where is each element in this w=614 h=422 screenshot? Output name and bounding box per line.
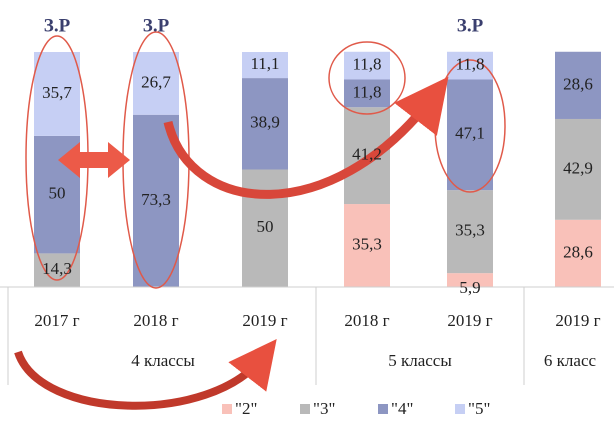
data-label: 26,7 — [141, 72, 171, 91]
bar-segment — [555, 51, 601, 119]
bar-segment — [344, 204, 390, 287]
legend-swatch — [222, 404, 232, 414]
legend-swatch — [300, 404, 310, 414]
plot — [34, 51, 601, 288]
bar-segment — [447, 273, 493, 287]
data-label: 28,6 — [563, 74, 593, 93]
curved-arrow — [14, 339, 277, 410]
annotation: З.Р — [44, 15, 71, 36]
group-label: 5 классы — [388, 351, 452, 370]
group-label: 4 классы — [131, 351, 195, 370]
data-label: 11,8 — [352, 55, 381, 74]
legend-swatch — [378, 404, 388, 414]
bar-segment — [555, 118, 601, 220]
bar-segment — [344, 51, 390, 80]
legend-swatch — [455, 404, 465, 414]
data-label: 35,7 — [42, 83, 72, 102]
bar-segment — [133, 52, 179, 115]
x-tick-label: 2017 г — [34, 311, 79, 330]
data-label: 5,9 — [459, 278, 480, 297]
annotation: З.Р — [457, 15, 484, 36]
group-label: 6 класс — [544, 351, 597, 370]
double-arrow — [58, 142, 130, 178]
annotation: З.Р — [143, 15, 170, 36]
data-label: 14,3 — [42, 259, 72, 278]
data-label: 50 — [49, 184, 66, 203]
legend-label: "3" — [313, 399, 335, 418]
bar-segment — [344, 79, 390, 108]
data-label: 47,1 — [455, 124, 485, 143]
data-label: 35,3 — [455, 221, 485, 240]
data-label: 73,3 — [141, 190, 171, 209]
data-label: 11,8 — [455, 55, 484, 74]
bar-segment — [34, 52, 80, 136]
data-label: 38,9 — [250, 113, 280, 132]
bar-segment — [447, 190, 493, 274]
data-label: 42,9 — [563, 158, 593, 177]
curved-arrow — [163, 76, 449, 199]
decorations — [14, 31, 506, 410]
data-label: 11,8 — [352, 82, 381, 101]
data-label: 11,1 — [250, 54, 279, 73]
data-label: 41,2 — [352, 145, 382, 164]
data-label: 35,3 — [352, 234, 382, 253]
legend-label: "2" — [235, 399, 257, 418]
data-label: 50 — [257, 217, 274, 236]
bar-segment — [34, 253, 80, 287]
legend-label: "5" — [468, 399, 490, 418]
x-tick-label: 2019 г — [242, 311, 287, 330]
x-tick-label: 2019 г — [555, 311, 600, 330]
x-tick-label: 2019 г — [447, 311, 492, 330]
legend-label: "4" — [391, 399, 413, 418]
bar-segment — [447, 79, 493, 191]
bar-segment — [242, 52, 288, 79]
data-label: 28,6 — [563, 242, 593, 261]
bar-segment — [242, 78, 288, 170]
x-tick-label: 2018 г — [133, 311, 178, 330]
x-tick-label: 2018 г — [344, 311, 389, 330]
bar-segment — [555, 219, 601, 287]
